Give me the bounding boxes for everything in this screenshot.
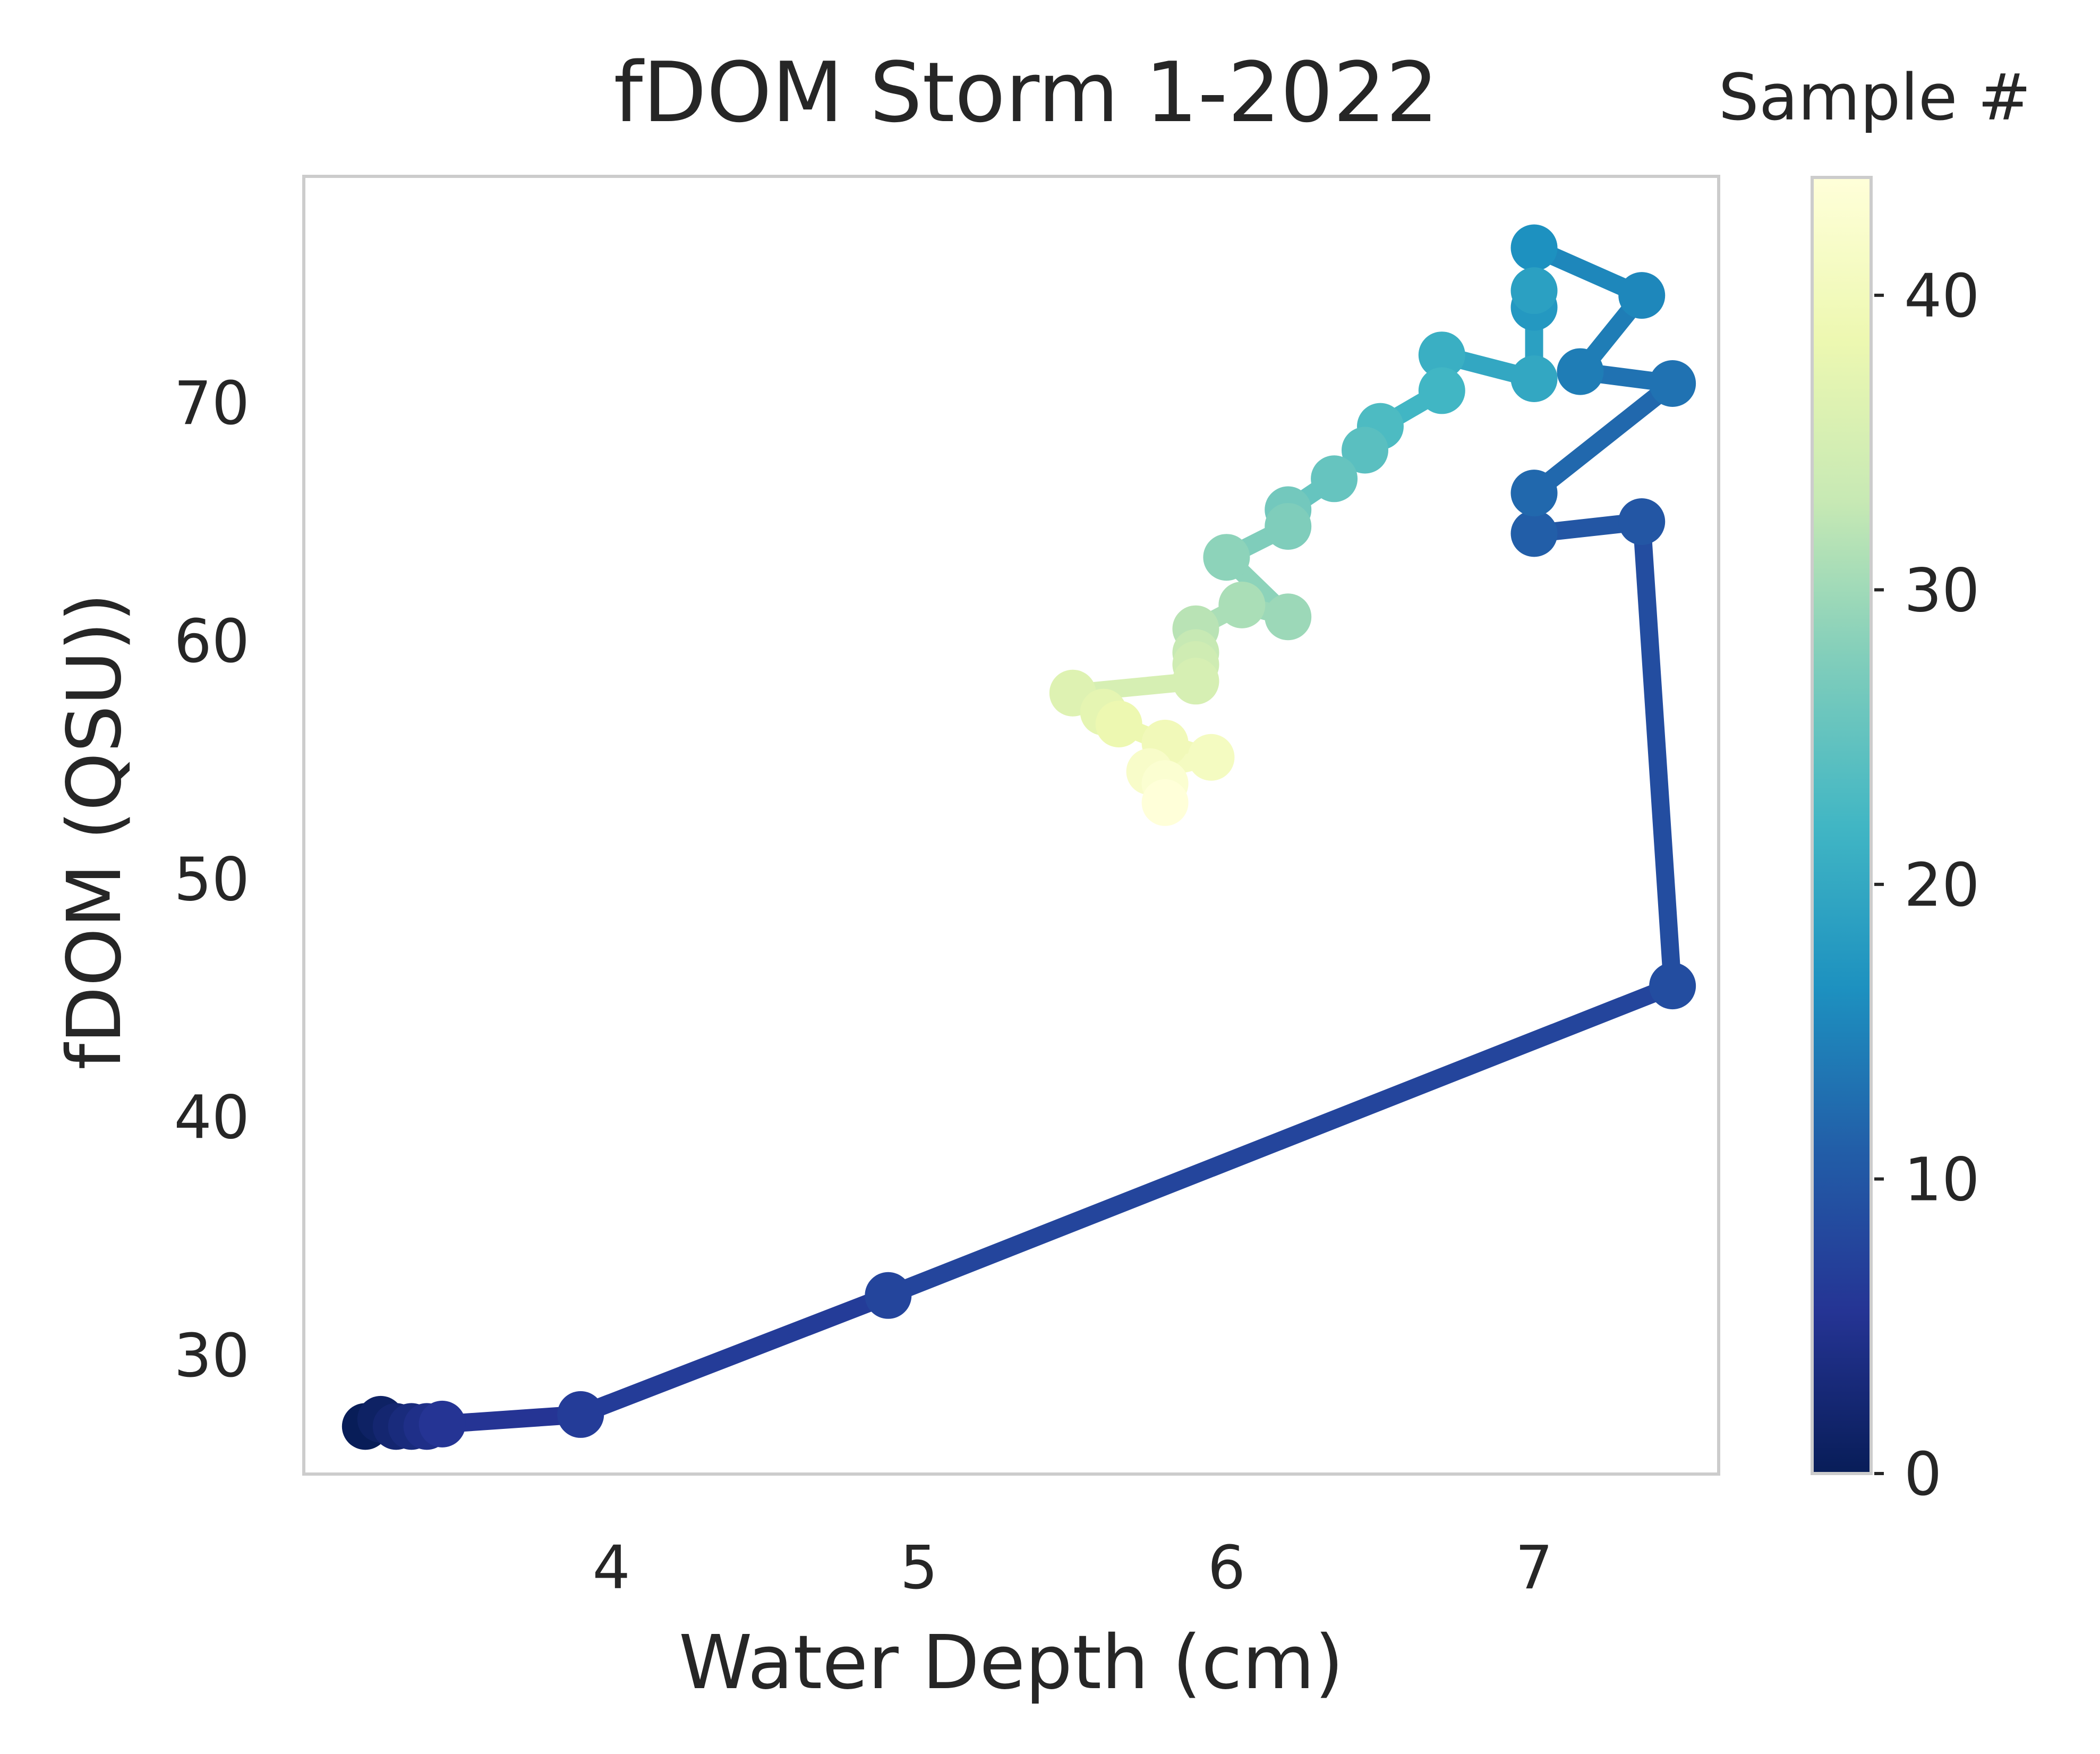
colorbar-ticks: 0 10 20 30 40 (1874, 262, 1980, 1509)
y-axis-ticks: 30 40 50 60 70 (174, 369, 250, 1391)
data-point (557, 1391, 604, 1438)
data-point (1418, 331, 1465, 379)
colorbar-tick-label: 0 (1904, 1440, 1942, 1509)
data-point (1265, 503, 1312, 550)
x-tick-label: 7 (1515, 1534, 1553, 1603)
data-point (1172, 658, 1219, 705)
data-point (1218, 581, 1266, 628)
plot-frame (302, 175, 1720, 1476)
y-tick-label: 40 (174, 1084, 250, 1153)
x-tick-label: 5 (900, 1534, 938, 1603)
data-point (1510, 355, 1558, 403)
data-point (1418, 367, 1465, 414)
series-segment (571, 1286, 898, 1424)
colorbar-tick-label: 10 (1904, 1145, 1980, 1214)
x-axis-label: Water Depth (cm) (679, 1620, 1344, 1706)
data-point (865, 1272, 912, 1319)
data-point (1141, 779, 1189, 826)
series-segment (1525, 374, 1682, 503)
data-point (1649, 963, 1696, 1010)
y-tick-label: 70 (174, 369, 250, 438)
data-point (419, 1400, 466, 1448)
chart-title: fDOM Storm 1-2022 (613, 44, 1438, 141)
data-point (1342, 427, 1388, 474)
data-point (1649, 360, 1696, 407)
data-point (1265, 593, 1312, 641)
colorbar-tick-label: 40 (1904, 262, 1980, 331)
data-point (1557, 348, 1604, 395)
x-tick-label: 6 (1208, 1534, 1245, 1603)
x-tick-label: 4 (592, 1534, 630, 1603)
data-point (1510, 470, 1558, 517)
data-point (1203, 534, 1250, 581)
y-tick-label: 30 (174, 1322, 250, 1391)
data-point (1510, 510, 1558, 557)
data-point (1311, 455, 1358, 503)
data-point (1510, 267, 1558, 314)
data-point (1510, 224, 1558, 271)
series-segment (1633, 512, 1682, 995)
series-segment (879, 977, 1682, 1305)
colorbar-tick-label: 30 (1904, 556, 1980, 625)
data-point (1188, 734, 1235, 781)
data-point (1618, 498, 1666, 545)
y-tick-label: 50 (174, 845, 250, 914)
y-axis-label: fDOM (QSU)) (52, 593, 138, 1070)
data-point (1618, 272, 1666, 319)
data-point (1095, 700, 1142, 747)
x-axis-ticks: 4 5 6 7 (592, 1534, 1553, 1603)
y-tick-label: 60 (174, 607, 250, 676)
colorbar (1811, 176, 1873, 1475)
colorbar-label: Sample # (1719, 61, 2031, 135)
series-points (342, 224, 1696, 1450)
colorbar-tick-label: 20 (1904, 851, 1980, 920)
